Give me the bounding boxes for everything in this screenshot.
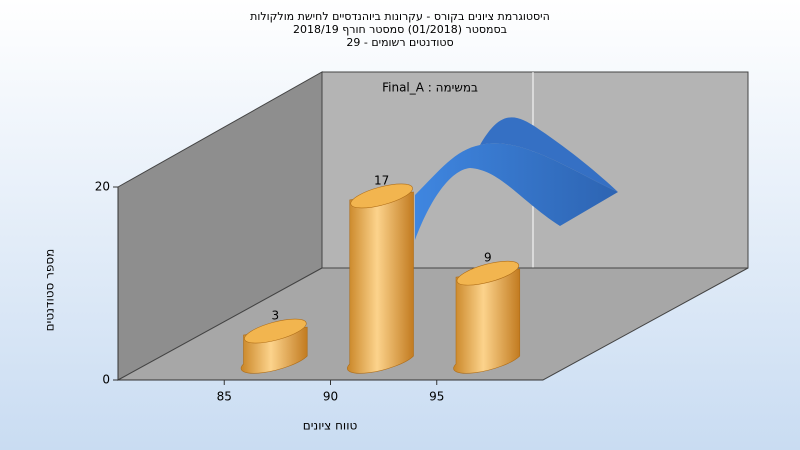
x-tick-label: 90: [323, 390, 338, 404]
y-tick-label: 0: [102, 373, 110, 387]
data-label: 9: [484, 251, 492, 265]
x-tick-label: 95: [429, 390, 444, 404]
bar-top: [244, 318, 307, 344]
fit-curve-top: [480, 117, 618, 192]
title-line: היסטוגרמת ציונים בקורס - עקרונות ביוהנדס…: [250, 10, 550, 23]
data-label: 3: [272, 309, 280, 323]
x-tick-label: 85: [217, 390, 232, 404]
bar: [240, 318, 308, 374]
y-tick-label: 20: [95, 180, 110, 194]
title-line: סטודנטים רשומים - 29: [346, 36, 453, 49]
bar-body: [453, 268, 521, 374]
bar-body: [347, 191, 414, 374]
title-line: בסמסטר (01/2018) סמסטר חורף 2018/19: [293, 23, 507, 36]
bar-top: [456, 260, 520, 286]
bar: [453, 260, 521, 374]
annotation: במשימה : Final_A: [382, 81, 478, 95]
bar: [347, 183, 414, 374]
y-axis-label: מספר סטודנטים: [43, 249, 57, 332]
fit-curve: [415, 143, 618, 240]
data-label: 17: [374, 173, 389, 187]
x-axis-label: טווח ציונים: [303, 419, 358, 433]
bar-top: [350, 183, 413, 209]
